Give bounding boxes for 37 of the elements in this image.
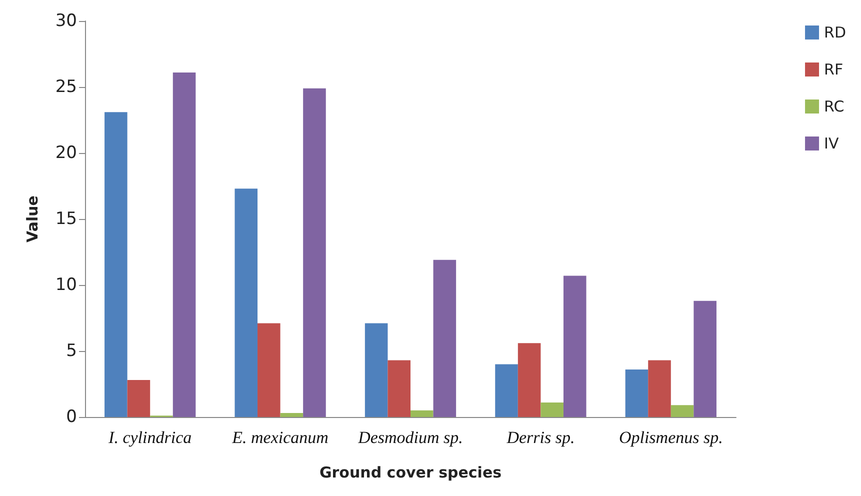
bar	[625, 369, 648, 417]
y-tick-label: 25	[55, 77, 77, 97]
bar	[694, 300, 716, 417]
y-tick-label: 15	[55, 209, 77, 229]
bar	[540, 402, 564, 417]
legend-label: RC	[824, 98, 844, 116]
x-tick-label: I. cylindrica	[108, 428, 192, 447]
y-tick-label: 20	[55, 143, 77, 163]
x-axis-title: Ground cover species	[319, 464, 502, 482]
bar	[280, 413, 304, 417]
x-tick-label: Derris sp.	[506, 428, 575, 447]
bar	[234, 188, 258, 417]
bar	[172, 72, 196, 417]
bar	[495, 364, 518, 417]
x-tick-label: Oplismenus sp.	[618, 428, 723, 447]
x-tick-label: Desmodium sp.	[357, 428, 463, 447]
bar	[127, 380, 150, 417]
y-tick-label: 10	[55, 275, 77, 295]
bar	[648, 360, 671, 417]
bar	[388, 360, 410, 417]
bar	[104, 112, 128, 417]
y-tick-label: 30	[55, 11, 77, 31]
bar	[364, 323, 388, 417]
bar	[670, 405, 694, 417]
y-tick-label: 5	[66, 341, 77, 361]
legend-label: RF	[824, 60, 844, 78]
bar	[563, 276, 586, 417]
bar	[410, 410, 434, 417]
bar	[518, 343, 541, 417]
x-tick-label: E. mexicanum	[231, 428, 328, 447]
bar	[433, 260, 456, 417]
legend-label: RD	[824, 24, 846, 42]
y-axis-title: Value	[24, 196, 42, 242]
legend-label: IV	[824, 134, 840, 152]
bar	[303, 88, 326, 417]
bar	[258, 323, 280, 417]
y-tick-label: 0	[66, 407, 77, 427]
